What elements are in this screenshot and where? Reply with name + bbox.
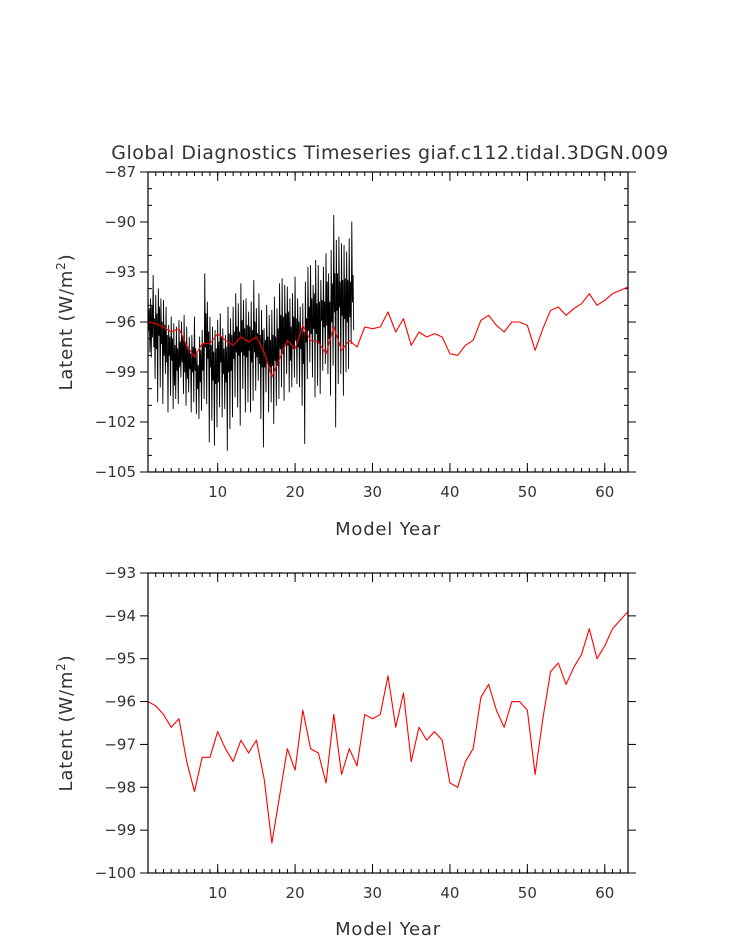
top-chart-x-tick-label: 60 <box>595 483 614 501</box>
bottom-chart-y-axis-label-main: Latent (W/m <box>56 671 77 792</box>
top-chart-y-tick-label: −90 <box>104 213 136 231</box>
top-chart-y-axis-label-close: ) <box>56 254 77 262</box>
bottom-chart-y-axis-label-sup: 2 <box>54 662 68 670</box>
top-chart-x-axis-label: Model Year <box>335 519 441 540</box>
bottom-chart-y-axis-label: Latent (W/m2) <box>54 655 77 792</box>
top-chart-panel: Global Diagnostics Timeseries giaf.c112.… <box>54 142 669 540</box>
bottom-chart-x-tick-label: 30 <box>363 884 382 902</box>
bottom-chart-series-line-annual-red <box>147 611 629 844</box>
top-chart-x-tick-label: 50 <box>518 483 537 501</box>
bottom-chart-ticks: 10 20 30 40 50 60 −100 −99 −98 −97 −96 −95 −94 −93 <box>95 564 636 902</box>
bottom-chart-lines <box>147 611 629 844</box>
top-chart-lines <box>147 214 629 451</box>
bottom-chart-x-tick-label: 50 <box>518 884 537 902</box>
bottom-chart-y-tick-label: −96 <box>104 693 136 711</box>
bottom-chart-x-tick-label: 20 <box>286 884 305 902</box>
bottom-chart-y-tick-label: −94 <box>104 607 136 625</box>
top-chart-x-tick-label: 30 <box>363 483 382 501</box>
top-chart-x-tick-label: 10 <box>208 483 227 501</box>
bottom-chart-x-tick-label: 40 <box>440 884 459 902</box>
bottom-chart-y-tick-label: −97 <box>104 735 136 753</box>
bottom-chart-y-axis-label-close: ) <box>56 655 77 663</box>
top-chart-y-tick-label: −87 <box>104 163 136 181</box>
top-chart-series-line-monthly-black <box>147 214 355 451</box>
top-chart-y-tick-label: −93 <box>104 263 136 281</box>
top-chart-ticks: 10 20 30 40 50 60 −105 −102 −99 −96 −93 −90 −87 <box>95 163 636 501</box>
chart-title: Global Diagnostics Timeseries giaf.c112.… <box>111 142 669 164</box>
top-chart-y-tick-label: −96 <box>104 313 136 331</box>
bottom-chart-y-tick-label: −93 <box>104 564 136 582</box>
top-chart-frame <box>147 171 629 473</box>
bottom-chart-y-tick-label: −99 <box>104 821 136 839</box>
top-chart-y-axis-label: Latent (W/m2) <box>54 254 77 391</box>
bottom-chart-y-tick-label: −95 <box>104 650 136 668</box>
top-chart-y-tick-label: −99 <box>104 363 136 381</box>
top-chart-series-line-annual-red <box>147 286 629 378</box>
top-chart-y-axis-label-sup: 2 <box>54 261 68 269</box>
bottom-chart-frame <box>147 572 629 874</box>
bottom-chart-y-tick-label: −100 <box>95 864 136 882</box>
top-chart-x-tick-label: 40 <box>440 483 459 501</box>
top-chart-y-tick-label: −102 <box>95 413 136 431</box>
bottom-chart-x-axis-label: Model Year <box>335 919 441 940</box>
top-chart-x-tick-label: 20 <box>286 483 305 501</box>
bottom-chart-x-tick-label: 60 <box>595 884 614 902</box>
bottom-chart-y-tick-label: −98 <box>104 778 136 796</box>
top-chart-y-tick-label: −105 <box>95 463 136 481</box>
top-chart-y-axis-label-main: Latent (W/m <box>56 270 77 391</box>
bottom-chart-x-tick-label: 10 <box>208 884 227 902</box>
bottom-chart-panel: 10 20 30 40 50 60 −100 −99 −98 −97 −96 −95 −94 −93 Mo… <box>54 564 636 940</box>
